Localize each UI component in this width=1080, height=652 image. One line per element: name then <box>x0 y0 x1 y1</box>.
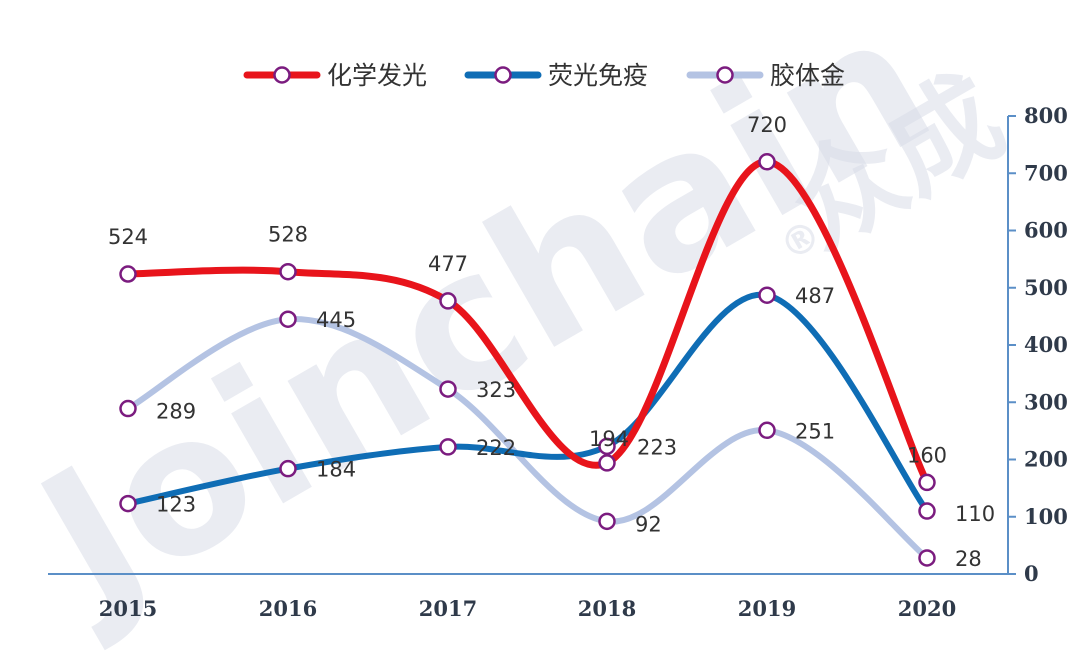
y-tick-label: 500 <box>1024 275 1068 300</box>
data-point <box>598 454 616 472</box>
y-tick-label: 100 <box>1024 504 1068 529</box>
legend: 化学发光 荧光免疫 胶体金 <box>243 61 845 90</box>
data-point <box>598 437 616 456</box>
data-point <box>279 459 297 478</box>
data-point <box>279 262 297 281</box>
watermark-brand: Joinchain <box>0 0 965 652</box>
data-point <box>439 292 457 310</box>
legend-label: 化学发光 <box>327 61 427 90</box>
y-tick-label: 700 <box>1024 160 1068 185</box>
y-tick-label: 200 <box>1024 447 1068 472</box>
axes: 0 100 200 300 400 500 600 700 800 2015 2016 2017 201… <box>48 103 1068 621</box>
data-label: 223 <box>637 435 677 459</box>
series-markers <box>119 153 936 567</box>
data-label: 92 <box>635 512 662 536</box>
data-point <box>119 494 137 513</box>
data-label: 720 <box>747 113 787 137</box>
data-label: 251 <box>795 419 835 443</box>
data-label: 123 <box>156 493 196 517</box>
data-point <box>758 421 776 440</box>
data-point <box>119 265 137 283</box>
y-tick-label: 600 <box>1024 218 1068 243</box>
legend-marker <box>273 66 291 84</box>
data-point <box>918 549 936 567</box>
data-point <box>439 438 457 456</box>
legend-marker <box>716 66 734 84</box>
data-label: 160 <box>907 443 947 467</box>
data-label: 323 <box>476 378 516 402</box>
legend-item: 荧光免疫 <box>464 61 648 90</box>
data-label: 110 <box>955 502 995 526</box>
legend-item: 胶体金 <box>686 61 845 90</box>
y-tick-label: 800 <box>1024 103 1068 128</box>
data-point <box>279 310 297 328</box>
data-label: 222 <box>476 436 516 460</box>
watermark: Joinchain 众成 ® <box>0 0 1024 652</box>
x-tick-label: 2017 <box>419 596 477 621</box>
x-tick-label: 2019 <box>738 596 796 621</box>
data-point <box>119 399 137 418</box>
data-point <box>598 512 616 531</box>
x-tick-label: 2016 <box>259 596 317 621</box>
x-tick-label: 2018 <box>578 596 636 621</box>
data-point <box>758 286 776 304</box>
data-point <box>758 153 776 171</box>
data-label: 289 <box>156 400 196 424</box>
data-label: 28 <box>955 547 982 571</box>
legend-label: 胶体金 <box>770 61 845 90</box>
y-tick-label: 300 <box>1024 389 1068 414</box>
data-label: 524 <box>108 225 148 249</box>
data-label: 487 <box>795 284 835 308</box>
data-label: 194 <box>589 427 629 451</box>
series-line-colloidal-gold <box>125 316 930 561</box>
data-label: 528 <box>268 223 308 247</box>
data-point <box>918 473 936 492</box>
data-point <box>439 380 457 398</box>
data-label: 184 <box>316 458 356 482</box>
y-tick-label: 400 <box>1024 332 1068 357</box>
legend-marker <box>494 66 512 84</box>
x-tick-label: 2015 <box>99 596 157 621</box>
x-tick-label: 2020 <box>898 596 956 621</box>
data-labels: 524 528 477 194 720 160 123 184 222 223 487 110 289 4… <box>108 113 995 571</box>
legend-label: 荧光免疫 <box>548 61 648 90</box>
data-point <box>918 502 936 520</box>
data-label: 477 <box>428 252 468 276</box>
legend-item: 化学发光 <box>243 61 427 90</box>
y-tick-label: 0 <box>1024 561 1039 586</box>
data-label: 445 <box>316 308 356 332</box>
